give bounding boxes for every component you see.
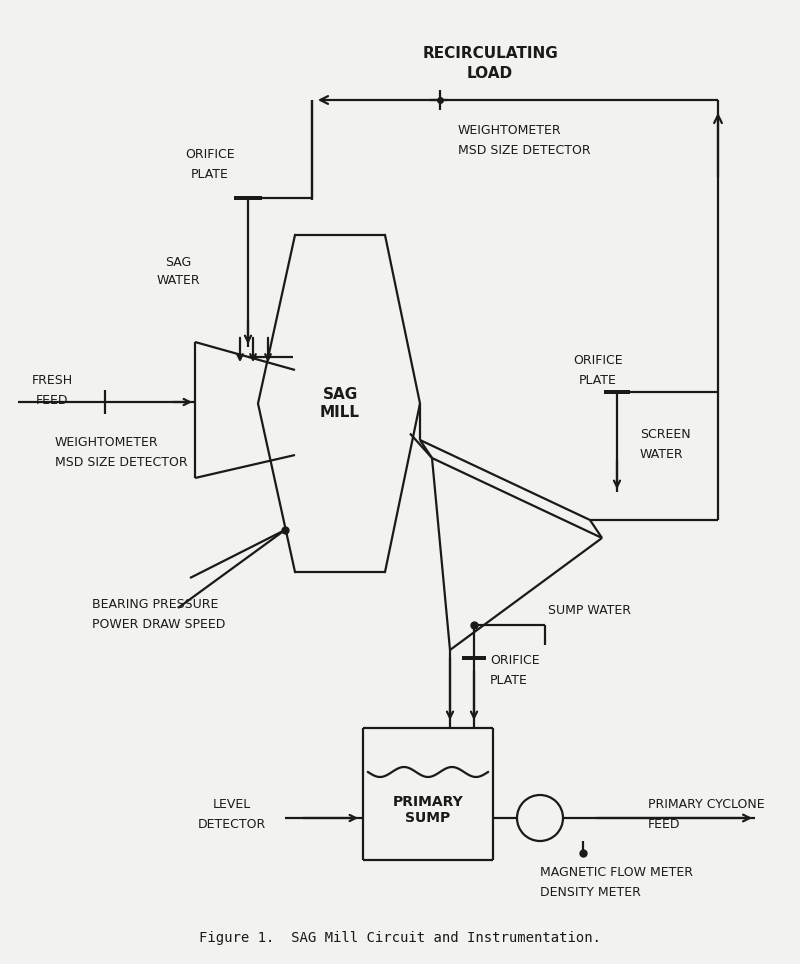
Text: FEED: FEED — [36, 393, 68, 407]
Text: POWER DRAW SPEED: POWER DRAW SPEED — [92, 619, 226, 631]
Text: DETECTOR: DETECTOR — [198, 818, 266, 832]
Text: SUMP WATER: SUMP WATER — [548, 603, 631, 617]
Text: ORIFICE: ORIFICE — [185, 148, 235, 162]
Text: FEED: FEED — [648, 818, 681, 832]
Text: SAG
MILL: SAG MILL — [320, 388, 360, 419]
Text: ORIFICE: ORIFICE — [573, 354, 623, 366]
Text: WEIGHTOMETER: WEIGHTOMETER — [55, 436, 158, 448]
Text: SAG: SAG — [165, 255, 191, 269]
Text: PRIMARY
SUMP: PRIMARY SUMP — [393, 795, 463, 825]
Text: PRIMARY CYCLONE: PRIMARY CYCLONE — [648, 798, 765, 812]
Text: ORIFICE: ORIFICE — [490, 654, 540, 666]
Text: BEARING PRESSURE: BEARING PRESSURE — [92, 599, 218, 611]
Text: MSD SIZE DETECTOR: MSD SIZE DETECTOR — [458, 144, 590, 156]
Text: LEVEL: LEVEL — [213, 798, 251, 812]
Text: PLATE: PLATE — [579, 373, 617, 387]
Text: MSD SIZE DETECTOR: MSD SIZE DETECTOR — [55, 456, 188, 469]
Text: PLATE: PLATE — [191, 168, 229, 180]
Text: LOAD: LOAD — [467, 66, 513, 81]
Text: WATER: WATER — [156, 275, 200, 287]
Text: Figure 1.  SAG Mill Circuit and Instrumentation.: Figure 1. SAG Mill Circuit and Instrumen… — [199, 931, 601, 945]
Text: PLATE: PLATE — [490, 674, 528, 686]
Text: SCREEN: SCREEN — [640, 429, 690, 442]
Text: DENSITY METER: DENSITY METER — [540, 886, 641, 898]
Text: MAGNETIC FLOW METER: MAGNETIC FLOW METER — [540, 866, 693, 878]
Text: FRESH: FRESH — [31, 373, 73, 387]
Text: WATER: WATER — [640, 448, 684, 462]
Text: WEIGHTOMETER: WEIGHTOMETER — [458, 123, 562, 137]
Text: RECIRCULATING: RECIRCULATING — [422, 45, 558, 61]
